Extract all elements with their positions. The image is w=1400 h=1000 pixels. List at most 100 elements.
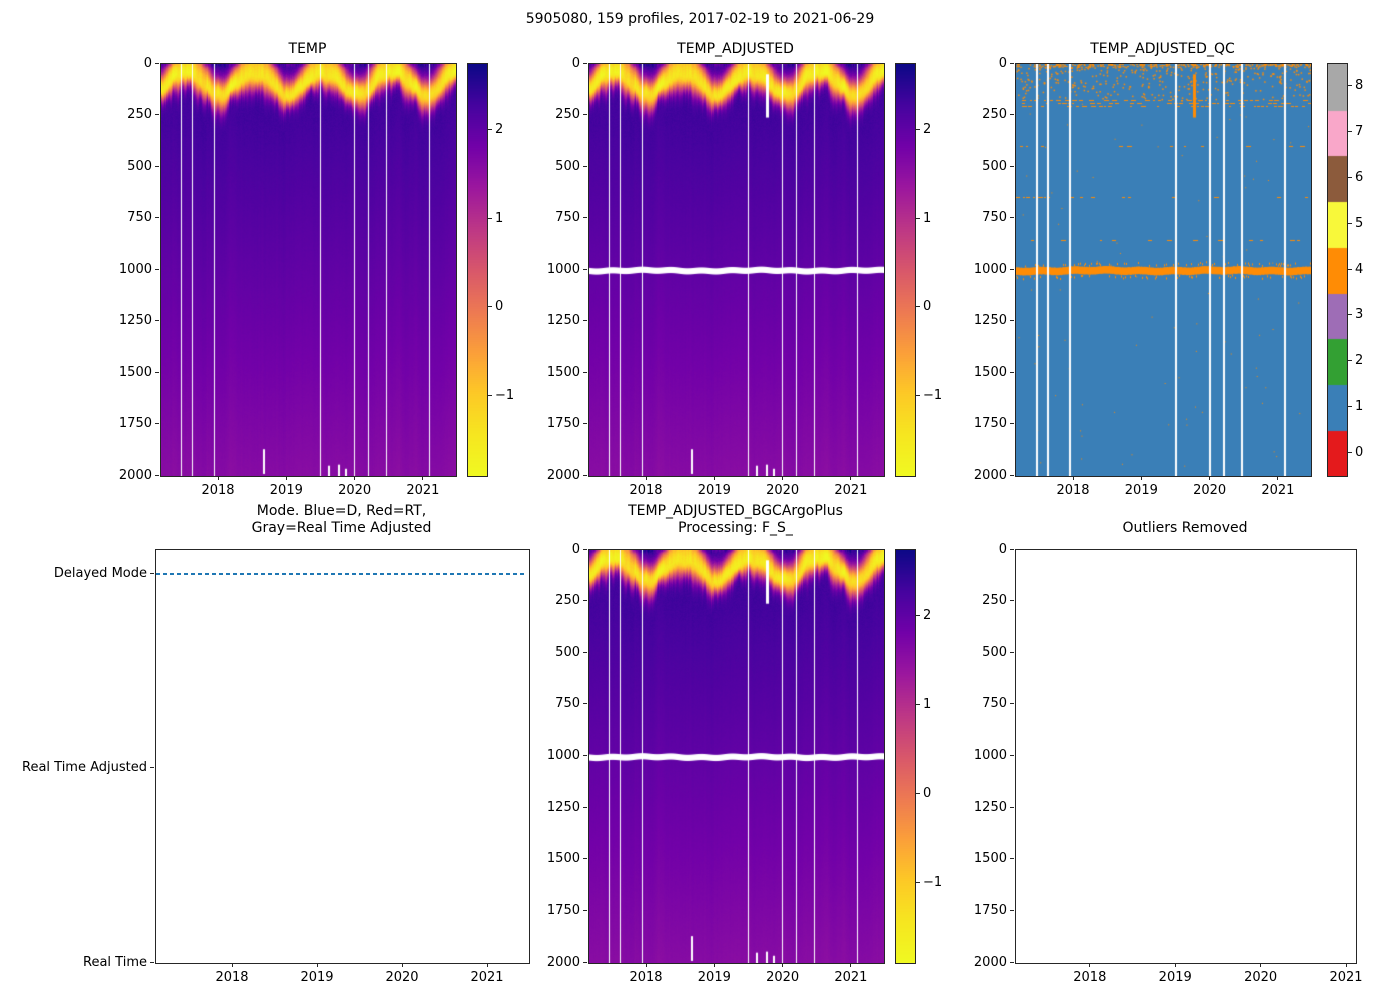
y-tick-mark	[1010, 114, 1014, 115]
colorbar-tick-label: −1	[495, 387, 515, 403]
x-tick-mark	[1089, 963, 1091, 967]
x-tick-mark	[1209, 476, 1211, 480]
colorbar-tick-label: 4	[1355, 261, 1364, 277]
colorbar-tick-mark	[1348, 314, 1352, 316]
y-tick-label: 500	[127, 158, 152, 174]
x-tick-mark	[645, 963, 647, 967]
y-tick-mark	[1010, 806, 1014, 808]
x-tick-label: 2021	[1329, 970, 1363, 985]
colorbar-tick-mark	[1348, 405, 1352, 407]
colorbar-tick-label: 0	[923, 299, 932, 315]
y-tick-label: 1750	[118, 416, 152, 431]
colorbar-tick-label: 0	[923, 785, 932, 801]
x-tick-mark	[850, 963, 852, 967]
colorbar-tick-label: 5	[1355, 215, 1364, 231]
mode-title: Mode. Blue=D, Red=RT, Gray=Real Time Adj…	[251, 503, 432, 536]
y-tick-mark	[1010, 858, 1014, 860]
x-tick-mark	[713, 963, 715, 967]
y-tick-mark	[1010, 320, 1014, 321]
y-tick-label: Real Time	[83, 954, 147, 970]
colorbar-tick-mark	[488, 306, 492, 308]
qc-colorbar-canvas	[1328, 64, 1347, 476]
x-tick-mark	[401, 963, 403, 967]
mode-plot	[155, 549, 530, 964]
x-tick-label: 2019	[300, 970, 334, 985]
y-tick-label: 1250	[546, 313, 580, 328]
y-tick-label: 0	[571, 541, 580, 557]
x-tick-label: 2020	[1193, 483, 1227, 498]
x-tick-label: 2021	[1261, 483, 1295, 498]
y-tick-label: 1750	[546, 902, 580, 918]
y-tick-label: 750	[555, 210, 580, 225]
y-tick-mark	[583, 320, 587, 321]
y-tick-label: 1250	[546, 799, 580, 815]
y-tick-label: 1250	[118, 313, 152, 328]
y-tick-mark	[155, 62, 159, 64]
colorbar-tick-label: 2	[495, 121, 504, 137]
y-tick-label: 1000	[118, 261, 152, 277]
temp-title: TEMP	[288, 41, 327, 57]
temp-colorbar-canvas	[468, 64, 487, 476]
temp-heatmap-canvas	[161, 64, 456, 476]
colorbar-tick-mark	[1348, 176, 1352, 178]
y-tick-mark	[1010, 961, 1014, 963]
y-tick-mark	[155, 423, 159, 424]
x-tick-label: 2018	[201, 483, 235, 498]
y-tick-mark	[1010, 755, 1014, 756]
x-tick-label: 2019	[1124, 483, 1158, 498]
y-tick-mark	[155, 165, 159, 167]
y-tick-mark	[583, 806, 587, 808]
y-tick-mark	[583, 909, 587, 911]
colorbar-tick-mark	[1348, 268, 1352, 270]
colorbar-tick-mark	[1348, 131, 1352, 133]
bgc-heatmap	[588, 549, 885, 964]
bgc-colorbar-canvas	[896, 550, 915, 963]
y-tick-label: 2000	[546, 467, 580, 483]
colorbar-tick-label: 2	[923, 121, 932, 137]
temp-adjusted-qc-title: TEMP_ADJUSTED_QC	[1090, 41, 1235, 57]
y-tick-mark	[155, 320, 159, 321]
y-tick-mark	[150, 573, 154, 575]
y-tick-label: 1250	[973, 313, 1007, 328]
y-tick-label: 250	[555, 107, 580, 122]
x-tick-mark	[782, 476, 784, 480]
x-tick-mark	[1140, 476, 1142, 480]
x-tick-label: 2020	[338, 483, 372, 498]
mode-series-line	[156, 572, 527, 575]
y-tick-label: 750	[982, 210, 1007, 225]
y-tick-mark	[583, 703, 587, 705]
colorbar-tick-label: 3	[1355, 307, 1364, 323]
temp-adjusted-title: TEMP_ADJUSTED	[677, 41, 794, 57]
x-tick-mark	[850, 476, 852, 480]
x-tick-label: 2018	[1073, 970, 1107, 985]
y-tick-label: 0	[571, 55, 580, 71]
x-tick-mark	[1345, 963, 1347, 967]
y-tick-label: 1250	[973, 799, 1007, 815]
y-tick-mark	[583, 62, 587, 64]
colorbar-tick-label: 1	[1355, 398, 1364, 414]
colorbar-tick-label: 0	[495, 299, 504, 315]
colorbar-tick-mark	[1348, 451, 1352, 453]
x-tick-label: 2021	[834, 970, 868, 985]
x-tick-label: 2018	[629, 483, 663, 498]
colorbar-tick-mark	[916, 615, 920, 617]
y-tick-label: 500	[982, 158, 1007, 174]
y-tick-label: 750	[127, 210, 152, 225]
y-tick-label: 750	[982, 696, 1007, 712]
colorbar-tick-label: 2	[923, 608, 932, 624]
x-tick-mark	[713, 476, 715, 480]
y-tick-label: 750	[555, 696, 580, 712]
y-tick-mark	[583, 961, 587, 963]
y-tick-label: 250	[982, 593, 1007, 609]
y-tick-mark	[150, 961, 154, 963]
y-tick-mark	[1010, 268, 1014, 270]
colorbar-tick-mark	[916, 394, 920, 396]
y-tick-label: 1500	[118, 364, 152, 380]
x-tick-label: 2021	[406, 483, 440, 498]
temp-adjusted-qc-heatmap-canvas	[1016, 64, 1311, 476]
x-tick-mark	[422, 476, 424, 480]
y-tick-mark	[583, 548, 587, 550]
colorbar-tick-mark	[1348, 222, 1352, 224]
y-tick-label: 1500	[973, 851, 1007, 867]
